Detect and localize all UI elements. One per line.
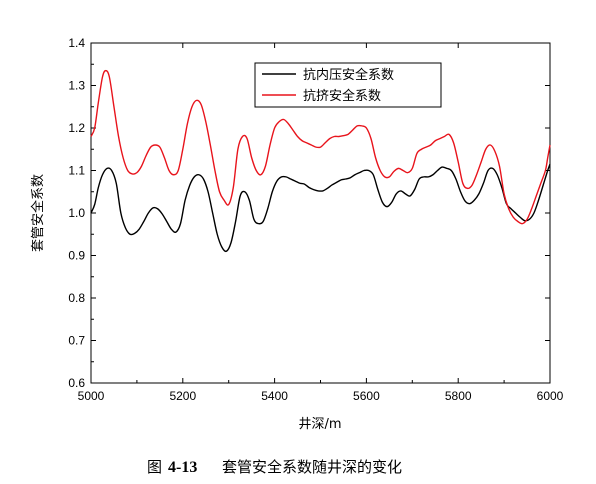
y-tick-label: 0.6: [68, 376, 85, 390]
x-tick-label: 5800: [445, 389, 472, 403]
x-axis-title: 井深/m: [298, 417, 341, 432]
x-tick-label: 6000: [537, 389, 564, 403]
y-tick-label: 1.0: [68, 206, 85, 220]
x-tick-label: 5600: [353, 389, 380, 403]
legend-box: [254, 62, 442, 108]
y-tick-label: 1.3: [68, 79, 85, 93]
series-line-internal-pressure: [90, 163, 551, 253]
legend: 抗内压安全系数 抗挤安全系数: [254, 62, 442, 108]
figure-caption: 图 4-13 套管安全系数随井深的变化: [147, 458, 402, 476]
legend-label-collapse: 抗挤安全系数: [303, 88, 381, 104]
y-tick-label: 1.1: [68, 164, 85, 178]
x-tick-label: 5200: [169, 389, 196, 403]
caption-text: 套管安全系数随井深的变化: [222, 458, 402, 476]
axis-ticks: 5000 5200 5400 5600 5800 6000 0.6 0.7 0.8 0.9 1.0 1…: [68, 36, 563, 403]
y-axis-title: 套管安全系数: [30, 174, 46, 252]
x-tick-label: 5400: [261, 389, 288, 403]
series-lines: [90, 69, 551, 253]
y-tick-label: 0.8: [68, 291, 85, 305]
series-line-collapse: [90, 69, 551, 225]
y-tick-label: 0.9: [68, 249, 85, 263]
y-tick-label: 1.2: [68, 121, 85, 135]
caption-prefix: 图: [147, 458, 162, 476]
caption-number: 4-13: [168, 459, 197, 476]
y-tick-label: 0.7: [68, 334, 85, 348]
legend-label-internal-pressure: 抗内压安全系数: [303, 67, 394, 83]
y-tick-label: 1.4: [68, 36, 85, 50]
x-tick-label: 5000: [78, 389, 105, 403]
